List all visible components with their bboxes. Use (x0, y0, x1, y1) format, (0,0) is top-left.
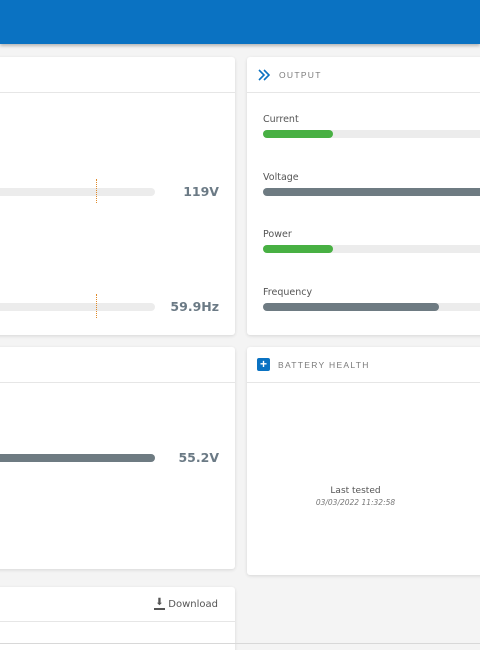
input-voltage-value: 119V (183, 184, 219, 199)
output-metric-bar-voltage (263, 187, 480, 196)
battery-voltage-card: 55.2V (0, 347, 235, 569)
battery-health-card: + BATTERY HEALTH Last tested 03/03/2022 … (247, 347, 480, 575)
input-voltage-bar (0, 179, 155, 203)
output-metric-bar-current (263, 130, 480, 138)
output-card-title: OUTPUT (279, 69, 322, 80)
battery-voltage-fill (0, 454, 155, 462)
last-tested-block: Last tested 03/03/2022 11:32:58 (247, 486, 480, 507)
output-metric-fill-current (263, 130, 333, 138)
page-bottom-divider (0, 643, 480, 644)
output-metric-fill-power (263, 245, 333, 253)
output-metric-fill-frequency (263, 302, 439, 311)
input-card-header (0, 57, 235, 93)
battery-voltage-card-header (0, 347, 235, 383)
output-metric-label-power: Power (263, 229, 292, 240)
input-frequency-marker (96, 294, 97, 318)
output-card-header: OUTPUT (247, 57, 480, 93)
battery-voltage-bar (0, 454, 155, 462)
battery-health-header: + BATTERY HEALTH (247, 347, 480, 383)
download-label: Download (168, 598, 218, 610)
input-frequency-value: 59.9Hz (170, 299, 219, 314)
output-metric-label-current: Current (263, 114, 299, 125)
download-icon: ⬇ (154, 597, 166, 610)
input-voltage-marker (96, 179, 97, 203)
output-metric-fill-voltage (263, 187, 480, 196)
output-metric-bar-frequency (263, 302, 480, 311)
input-frequency-bar (0, 294, 155, 318)
plus-icon: + (257, 358, 270, 371)
last-tested-date: 03/03/2022 11:32:58 (315, 498, 396, 507)
output-metric-label-frequency: Frequency (263, 286, 313, 298)
input-card: 119V 59.9Hz (0, 57, 235, 335)
log-card-header (0, 587, 235, 622)
output-icon (257, 68, 271, 82)
output-card: OUTPUT Current Voltage Power Frequency (247, 57, 480, 335)
download-button[interactable]: ⬇ Download (154, 598, 218, 610)
last-tested-label: Last tested (330, 486, 381, 496)
top-app-bar (0, 0, 480, 44)
log-card: ⬇ Download (0, 587, 235, 650)
battery-health-title: BATTERY HEALTH (278, 359, 370, 370)
battery-voltage-value: 55.2V (178, 450, 219, 465)
output-metric-label-voltage: Voltage (263, 171, 299, 183)
output-metric-bar-power (263, 245, 480, 253)
